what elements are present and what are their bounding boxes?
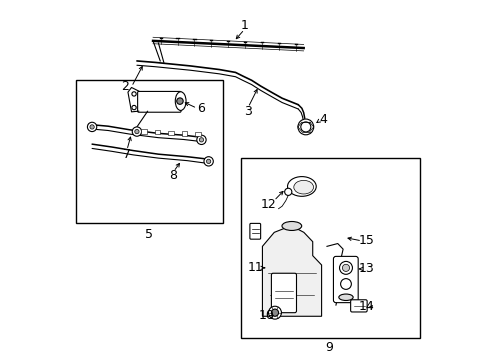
Circle shape [206,159,210,163]
Text: 14: 14 [358,300,373,313]
Bar [195,132,201,136]
Bar [168,131,174,135]
Bar [181,131,187,136]
FancyBboxPatch shape [137,91,181,112]
Text: 1: 1 [240,19,248,32]
Ellipse shape [282,221,301,230]
Circle shape [90,125,94,129]
Circle shape [339,261,352,274]
Text: 2: 2 [121,80,129,93]
Circle shape [203,157,213,166]
Circle shape [132,92,136,96]
Circle shape [176,98,183,104]
Circle shape [199,138,203,142]
Text: 5: 5 [145,228,153,241]
Bar [154,130,160,134]
Circle shape [342,264,349,271]
Circle shape [297,119,313,135]
FancyBboxPatch shape [249,224,260,239]
Circle shape [132,127,142,136]
Circle shape [268,306,281,319]
Bar [76,80,223,223]
Text: 9: 9 [324,341,332,354]
Bar [241,158,419,338]
Text: 11: 11 [247,261,263,274]
Circle shape [135,130,139,134]
FancyBboxPatch shape [271,273,296,313]
Circle shape [132,105,136,110]
Circle shape [196,135,206,144]
Text: 4: 4 [319,113,326,126]
Circle shape [87,122,97,132]
Text: 12: 12 [260,198,276,211]
Text: 10: 10 [258,309,274,322]
Text: 6: 6 [196,102,204,115]
FancyBboxPatch shape [333,256,357,303]
Text: 15: 15 [358,234,374,247]
Circle shape [300,122,310,132]
Circle shape [340,279,351,289]
Text: 13: 13 [358,262,373,275]
Ellipse shape [293,180,313,194]
Ellipse shape [338,294,352,301]
Bar [141,130,147,134]
FancyBboxPatch shape [350,300,366,312]
Ellipse shape [287,177,316,196]
Circle shape [284,188,291,195]
Circle shape [271,309,278,316]
Text: 7: 7 [122,148,131,161]
Text: 3: 3 [244,105,251,118]
Text: 8: 8 [169,169,177,182]
Polygon shape [262,228,321,316]
Ellipse shape [175,92,185,111]
